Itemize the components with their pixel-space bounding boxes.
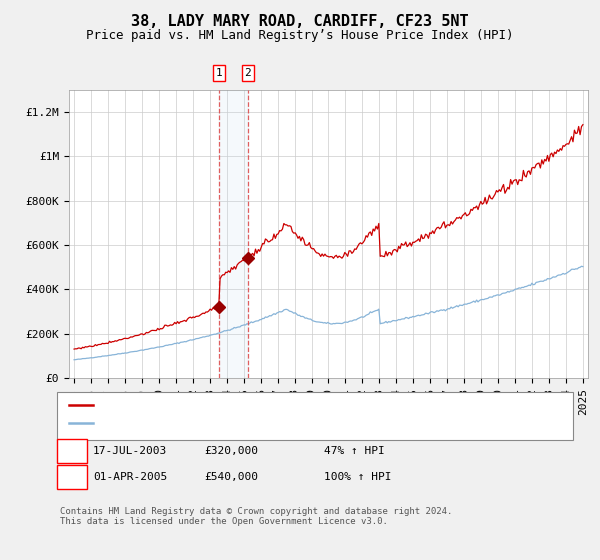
Text: 100% ↑ HPI: 100% ↑ HPI (324, 472, 392, 482)
Text: 1: 1 (215, 68, 223, 78)
Text: £320,000: £320,000 (204, 446, 258, 456)
Text: Contains HM Land Registry data © Crown copyright and database right 2024.
This d: Contains HM Land Registry data © Crown c… (60, 507, 452, 526)
Text: 1: 1 (68, 446, 76, 456)
Text: 38, LADY MARY ROAD, CARDIFF, CF23 5NT: 38, LADY MARY ROAD, CARDIFF, CF23 5NT (131, 14, 469, 29)
Text: 01-APR-2005: 01-APR-2005 (93, 472, 167, 482)
Text: 47% ↑ HPI: 47% ↑ HPI (324, 446, 385, 456)
Text: £540,000: £540,000 (204, 472, 258, 482)
Text: HPI: Average price, detached house, Cardiff: HPI: Average price, detached house, Card… (99, 418, 389, 428)
Text: 2: 2 (68, 472, 76, 482)
Text: 17-JUL-2003: 17-JUL-2003 (93, 446, 167, 456)
Text: Price paid vs. HM Land Registry’s House Price Index (HPI): Price paid vs. HM Land Registry’s House … (86, 29, 514, 42)
Bar (219, 90, 248, 378)
Text: 2: 2 (245, 68, 251, 78)
Text: 38, LADY MARY ROAD, CARDIFF, CF23 5NT (detached house): 38, LADY MARY ROAD, CARDIFF, CF23 5NT (d… (99, 400, 464, 410)
